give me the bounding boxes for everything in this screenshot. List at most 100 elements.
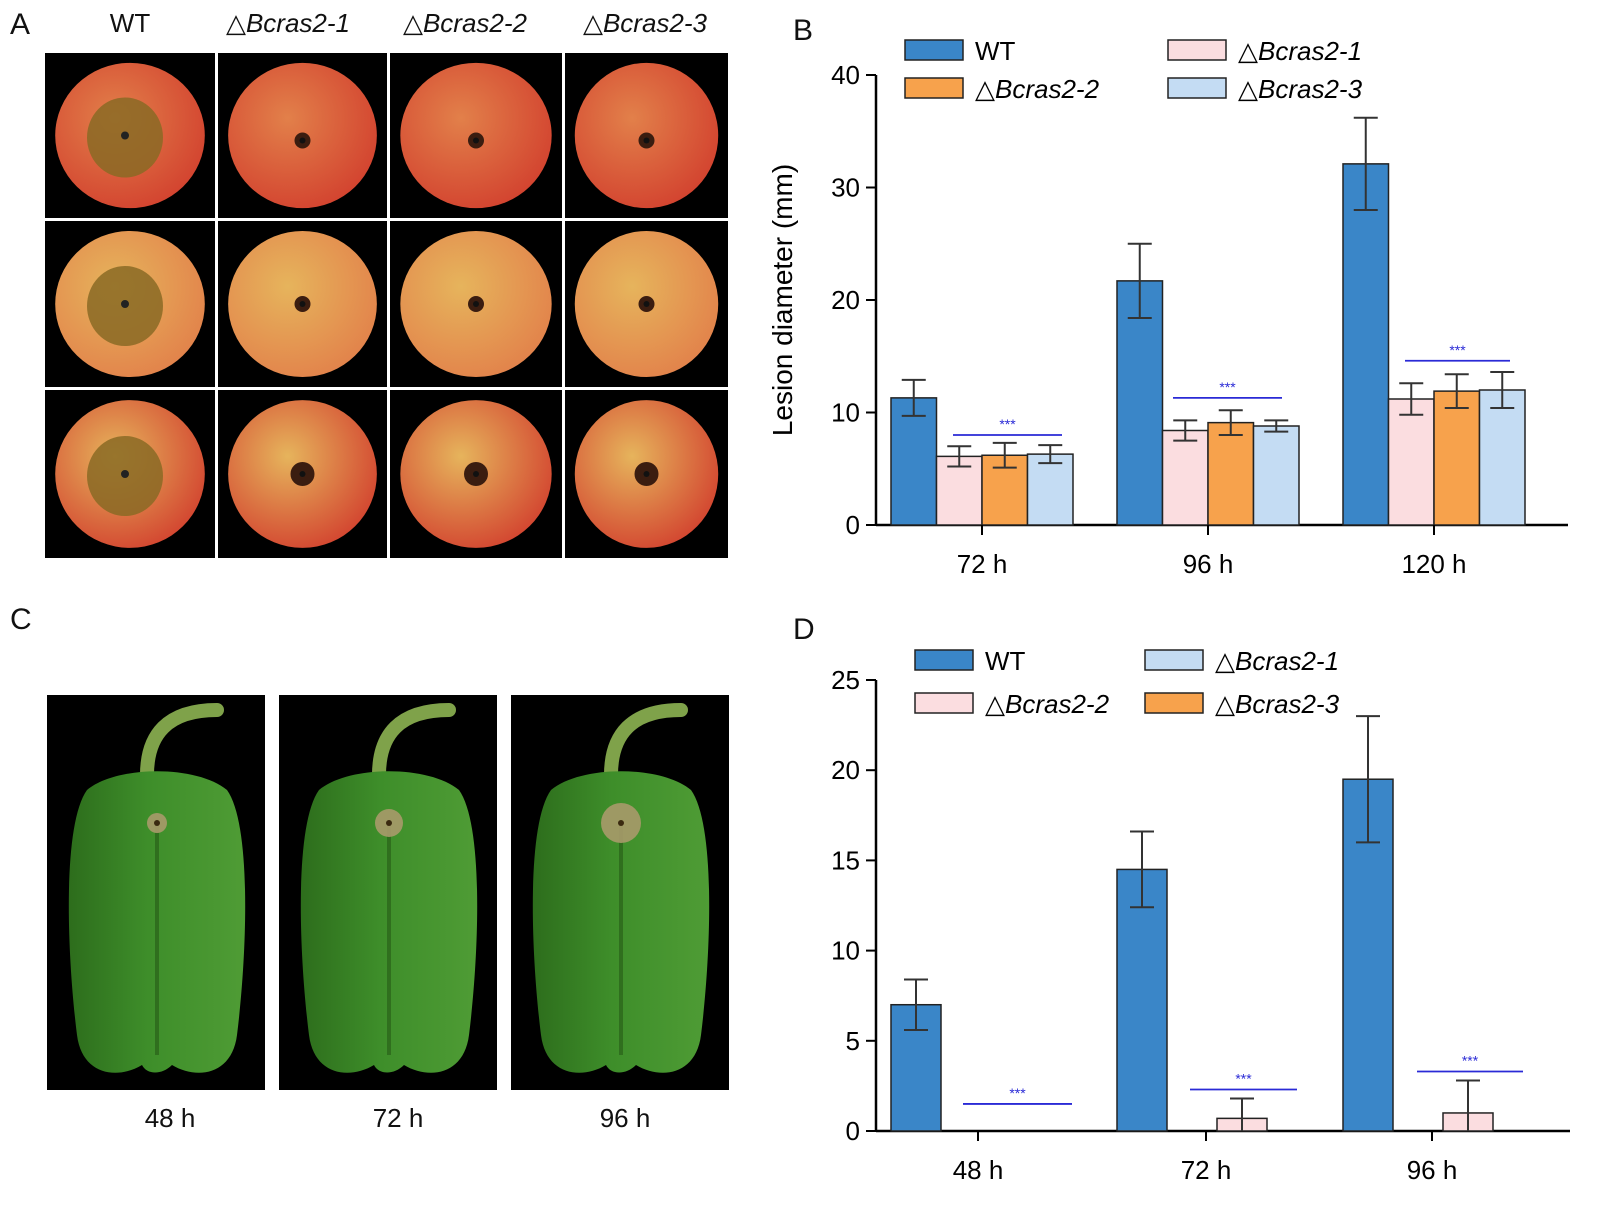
apple-column-label-bcras2-3: △Bcras2-3 [582, 8, 708, 38]
apple-image [400, 400, 552, 548]
pepper-inoculation-point [386, 820, 392, 826]
apple-image [400, 230, 552, 378]
apple-inoculation-point [643, 137, 650, 144]
y-tick-label: 40 [831, 60, 860, 90]
y-tick-label: 5 [846, 1026, 860, 1056]
apple-image [228, 230, 377, 378]
bar [1252, 425, 1300, 526]
apple-photo-cell [218, 390, 387, 558]
pepper-time-label-72h: 72 h [372, 1103, 424, 1133]
legend-swatch [914, 692, 974, 714]
apple-inoculation-point [473, 471, 479, 477]
x-tick-label: 96 h [1183, 549, 1234, 579]
apple-inoculation-point [121, 470, 129, 478]
apple-inoculation-point [643, 471, 650, 477]
panel-letter-a: A [10, 8, 31, 41]
legend-label: WT [985, 646, 1026, 676]
x-tick-label: 96 h [1407, 1155, 1458, 1185]
legend-label: △Bcras2-3 [1215, 689, 1340, 719]
pepper-image [68, 703, 246, 1073]
apple-column-label-bcras2-2: △Bcras2-2 [402, 8, 528, 38]
apple-photo-cell [390, 221, 562, 387]
apple-column-label-wt: WT [109, 8, 151, 38]
apple-photo-cell [565, 221, 728, 387]
legend-label: △Bcras2-2 [985, 689, 1110, 719]
significance-marker: *** [1009, 1085, 1026, 1101]
x-tick-label: 72 h [1181, 1155, 1232, 1185]
apple-image [228, 62, 377, 209]
panel-letter-c: C [10, 603, 32, 636]
y-tick-label: 0 [846, 1116, 860, 1146]
x-tick-label: 72 h [957, 549, 1008, 579]
apple-image [55, 400, 205, 548]
pepper-image [532, 703, 710, 1073]
bar [1387, 398, 1435, 526]
panel-letter-b: B [793, 14, 814, 47]
apple-photo-cell [390, 390, 562, 558]
apple-inoculation-point [121, 300, 129, 308]
significance-marker: *** [999, 416, 1016, 432]
apple-inoculation-point [643, 301, 650, 307]
y-tick-label: 20 [831, 285, 860, 315]
apple-image [55, 62, 205, 209]
apple-image [574, 230, 719, 378]
apple-photo-cell [45, 390, 215, 558]
legend-swatch [1167, 77, 1227, 99]
panel-letter-d: D [793, 613, 815, 646]
apple-image [228, 400, 377, 548]
pepper-inoculation-point [618, 820, 624, 826]
significance-marker: *** [1235, 1071, 1252, 1087]
apple-photo-cell [565, 53, 728, 218]
apple-inoculation-point [299, 301, 306, 307]
legend-swatch [914, 649, 974, 671]
legend-label: △Bcras2-2 [975, 74, 1100, 104]
legend-swatch [904, 39, 964, 61]
y-tick-label: 10 [831, 936, 860, 966]
pepper-stem [140, 703, 224, 782]
legend-swatch [904, 77, 964, 99]
pepper-photo-cell [511, 695, 729, 1090]
y-tick-label: 10 [831, 398, 860, 428]
apple-inoculation-point [473, 137, 479, 144]
apple-image [574, 62, 719, 209]
apple-inoculation-point [121, 131, 129, 140]
bar [1116, 280, 1164, 526]
apple-photo-cell [218, 221, 387, 387]
pepper-photo-row [47, 695, 731, 1090]
pepper-inoculation-point [154, 820, 160, 826]
x-tick-label: 120 h [1401, 549, 1466, 579]
bar [1433, 390, 1481, 526]
y-tick-label: 0 [846, 510, 860, 540]
apple-image [574, 400, 719, 548]
pepper-time-label-96h: 96 h [599, 1103, 651, 1133]
pepper-image [300, 703, 478, 1073]
y-tick-label: 15 [831, 845, 860, 875]
pepper-stem [372, 703, 456, 782]
apple-inoculation-point [473, 301, 479, 307]
pepper-time-label-48h: 48 h [144, 1103, 196, 1133]
pepper-stem [604, 703, 688, 782]
lesion-chart-pepper: 0 5 10 15 20 25 48 h *** 72 h *** 96 h *** WT △Bcras2… [831, 646, 1570, 1185]
legend-swatch [1144, 649, 1204, 671]
legend-swatch [1144, 692, 1204, 714]
significance-marker: *** [1462, 1052, 1479, 1068]
bar [1026, 453, 1074, 526]
bar [1207, 421, 1255, 526]
apple-column-label-bcras2-1: △Bcras2-1 [225, 8, 351, 38]
bar [1116, 868, 1168, 1132]
apple-photo-cell [390, 53, 562, 218]
apple-photo-grid [45, 53, 728, 558]
apple-photo-cell [565, 390, 728, 558]
legend-label: △Bcras2-3 [1238, 74, 1363, 104]
legend-swatch [1167, 39, 1227, 61]
pepper-photo-cell [47, 695, 265, 1090]
bar [1161, 429, 1209, 526]
pepper-photo-cell [279, 695, 497, 1090]
apple-photo-cell [218, 53, 387, 218]
apple-photo-cell [45, 221, 215, 387]
y-axis-label: Lesion diameter (mm) [767, 164, 798, 436]
y-tick-label: 30 [831, 173, 860, 203]
legend-label: △Bcras2-1 [1238, 36, 1362, 66]
bar [1342, 163, 1390, 526]
bar [1478, 389, 1526, 526]
